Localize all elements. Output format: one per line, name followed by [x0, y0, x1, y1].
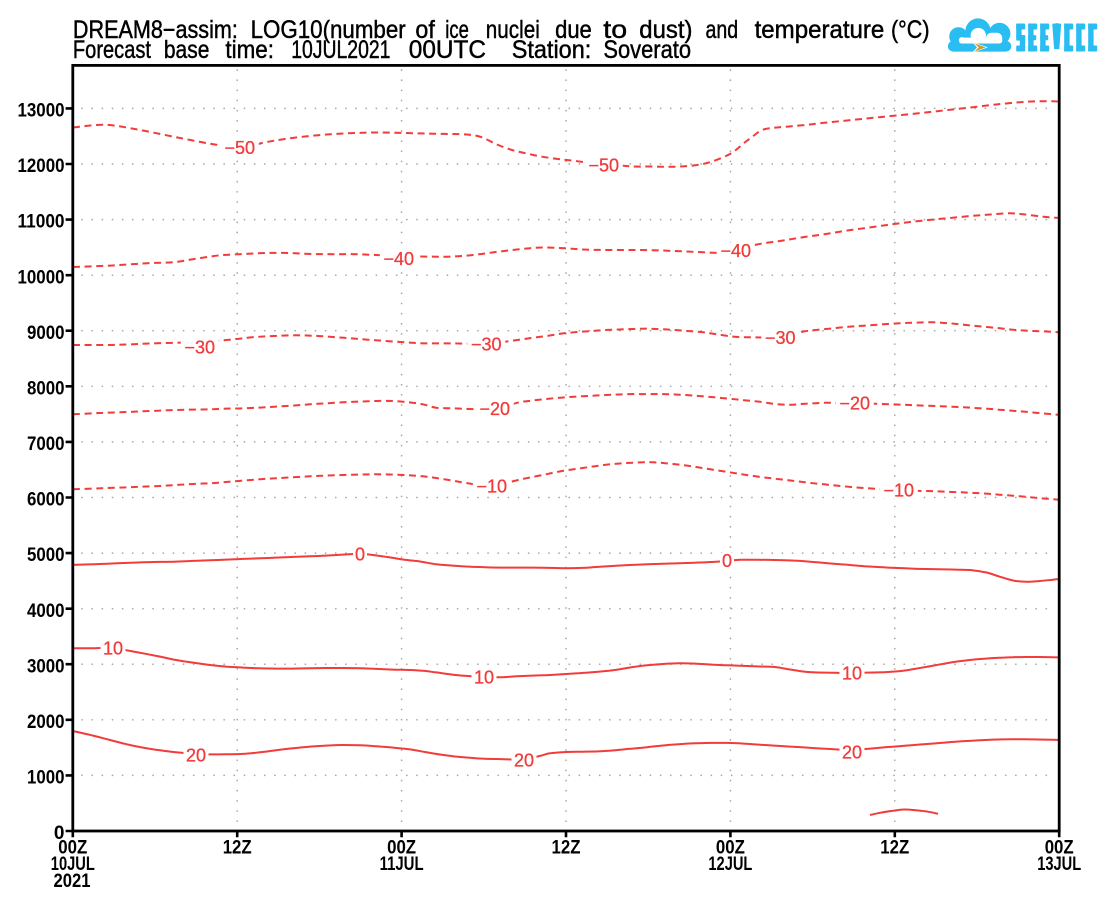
svg-text:00Z: 00Z	[1045, 838, 1074, 859]
svg-text:temperature: temperature	[755, 17, 885, 44]
svg-text:DREAM8−assim:: DREAM8−assim:	[73, 17, 238, 44]
svg-text:2021: 2021	[54, 871, 91, 892]
svg-text:−20: −20	[840, 393, 871, 413]
svg-text:00UTC: 00UTC	[409, 37, 486, 64]
svg-text:Soverato: Soverato	[603, 37, 691, 64]
svg-text:20: 20	[842, 742, 862, 762]
svg-text:nuclei: nuclei	[486, 17, 540, 44]
svg-text:12JUL: 12JUL	[708, 854, 752, 875]
svg-text:to: to	[603, 17, 627, 44]
svg-text:20: 20	[514, 750, 534, 770]
svg-text:6000: 6000	[27, 490, 65, 511]
svg-text:3000: 3000	[27, 656, 65, 677]
svg-text:−20: −20	[480, 399, 511, 419]
svg-text:−40: −40	[721, 241, 752, 261]
svg-text:00Z: 00Z	[716, 838, 745, 859]
svg-text:12000: 12000	[18, 156, 65, 177]
svg-text:0: 0	[355, 544, 365, 564]
svg-text:13JUL: 13JUL	[1037, 854, 1081, 875]
svg-text:−50: −50	[225, 138, 256, 158]
svg-text:20: 20	[186, 745, 206, 765]
svg-text:−10: −10	[884, 480, 915, 500]
svg-text:10: 10	[474, 667, 494, 687]
svg-text:10: 10	[103, 638, 123, 658]
svg-text:Station:: Station:	[512, 37, 592, 64]
svg-text:ice: ice	[445, 17, 469, 44]
svg-text:base: base	[164, 37, 210, 64]
svg-text:00Z: 00Z	[58, 838, 87, 859]
svg-text:10JUL: 10JUL	[51, 854, 95, 875]
svg-text:0: 0	[722, 551, 732, 571]
svg-text:12Z: 12Z	[223, 838, 252, 859]
svg-text:time:: time:	[225, 37, 274, 64]
svg-text:10: 10	[842, 663, 862, 683]
svg-text:−30: −30	[471, 334, 502, 354]
svg-text:2000: 2000	[27, 712, 65, 733]
svg-text:LOG10(number: LOG10(number	[251, 17, 406, 44]
svg-text:−10: −10	[477, 477, 508, 497]
svg-text:−30: −30	[765, 328, 796, 348]
svg-text:Forecast: Forecast	[73, 37, 151, 64]
svg-text:5000: 5000	[27, 545, 65, 566]
svg-text:10JUL2021: 10JUL2021	[291, 37, 390, 64]
svg-text:−50: −50	[589, 155, 620, 175]
svg-text:(°C): (°C)	[891, 17, 930, 44]
svg-text:−30: −30	[185, 337, 216, 357]
svg-text:9000: 9000	[27, 323, 65, 344]
svg-text:8000: 8000	[27, 378, 65, 399]
svg-text:0: 0	[54, 823, 65, 844]
svg-text:12Z: 12Z	[880, 838, 909, 859]
svg-text:11000: 11000	[18, 212, 65, 233]
svg-text:00Z: 00Z	[387, 838, 416, 859]
svg-text:1000: 1000	[27, 768, 65, 789]
svg-text:4000: 4000	[27, 601, 65, 622]
svg-text:−40: −40	[384, 249, 415, 269]
svg-text:of: of	[415, 17, 435, 44]
svg-text:and: and	[706, 17, 739, 44]
svg-text:13000: 13000	[18, 101, 65, 122]
svg-text:10000: 10000	[18, 267, 65, 288]
svg-text:11JUL: 11JUL	[380, 854, 424, 875]
svg-text:12Z: 12Z	[552, 838, 581, 859]
svg-text:dust): dust)	[639, 17, 692, 44]
svg-text:7000: 7000	[27, 434, 65, 455]
svg-text:due: due	[555, 17, 592, 44]
